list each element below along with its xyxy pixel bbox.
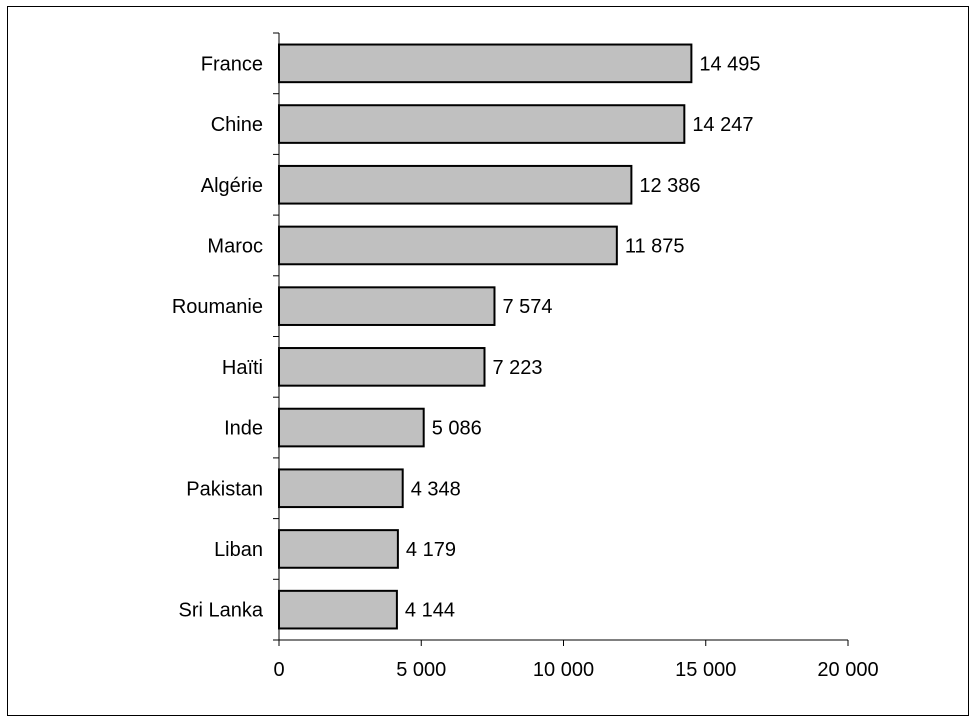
value-label: 12 386 [639,175,700,197]
x-axis: 0 5 000 10 000 15 000 20 000 [273,639,879,681]
x-tick-label: 5 000 [396,659,446,681]
bar-6 [278,407,425,448]
x-tick-label: 15 000 [675,659,736,681]
bar-8 [278,529,399,569]
value-label: 4 144 [405,600,455,622]
y-axis [273,32,280,641]
bar-5 [278,347,486,387]
value-label: 5 086 [432,418,482,440]
category-label: Maroc [207,235,263,257]
category-label: Roumanie [172,296,263,318]
value-label: 7 574 [502,296,552,318]
value-label: 4 348 [411,478,461,500]
value-label: 7 223 [492,357,542,379]
category-label: Chine [211,114,263,136]
bar-4 [278,286,496,326]
bar-1 [278,104,686,144]
category-label: Algérie [201,175,263,197]
category-label: Sri Lanka [179,600,264,622]
bar-0 [278,43,693,84]
category-label: Pakistan [186,478,263,500]
value-label: 14 247 [692,114,753,136]
category-label: Inde [224,418,263,440]
value-label: 14 495 [699,53,760,75]
value-label: 4 179 [406,539,456,561]
value-label: 11 875 [625,235,685,257]
bar-7 [278,468,404,509]
category-label: France [201,53,263,75]
bars-group [278,43,693,630]
bar-9 [278,589,398,630]
x-tick-label: 10 000 [533,659,594,681]
bar-2 [278,164,633,205]
category-labels: France Chine Algérie Maroc Roumanie Haïti Inde… [172,53,264,621]
x-tick-label: 20 000 [817,659,878,681]
category-label: Haïti [222,357,263,379]
x-tick-label: 0 [273,659,284,681]
bar-3 [278,225,618,266]
category-label: Liban [214,539,263,561]
value-labels: 14 495 14 247 12 386 11 875 7 574 7 223 5 086 4… [405,53,761,621]
